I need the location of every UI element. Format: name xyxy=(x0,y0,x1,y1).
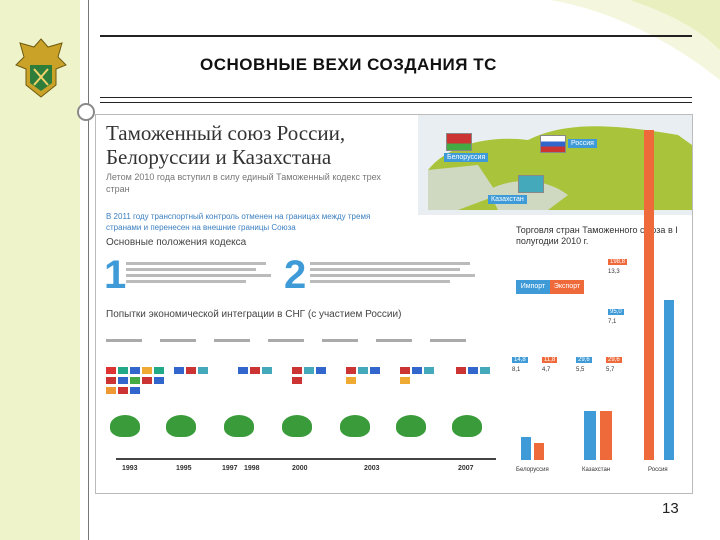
trade-chart-title: Торговля стран Таможенного союза в I пол… xyxy=(516,225,678,246)
trade-legend: Импорт Экспорт xyxy=(516,275,584,294)
russia-import-bar xyxy=(664,300,674,460)
globe-1998 xyxy=(282,415,312,437)
slide-title: ОСНОВНЫЕ ВЕХИ СОЗДАНИЯ ТС xyxy=(200,55,497,74)
timeline-axis xyxy=(116,458,496,460)
globe-2007 xyxy=(452,415,482,437)
point-1-number: 1 xyxy=(104,253,127,297)
corner-decoration xyxy=(550,0,720,80)
legend-import: Импорт xyxy=(516,280,550,294)
title-line-2: Белоруссии и Казахстана xyxy=(106,145,332,169)
point-1-text xyxy=(126,259,276,293)
kazakhstan-value: 29,6 xyxy=(606,357,622,363)
year-label: 2007 xyxy=(458,465,474,472)
russia-value: 7,1 xyxy=(608,319,617,325)
belarus-import-bar xyxy=(521,437,531,460)
section-integration-title: Попытки экономической интеграции в СНГ (… xyxy=(106,309,402,320)
kazakhstan-value: 29,6 xyxy=(576,357,592,363)
belarus-value: 11,8 xyxy=(542,357,558,363)
belarus-value: 4,7 xyxy=(542,367,551,373)
bullet-dot xyxy=(77,103,95,121)
russia-value: 95,0 xyxy=(608,309,624,315)
globe-1995 xyxy=(166,415,196,437)
customs-emblem-icon xyxy=(15,38,67,98)
map-label-kazakhstan: Казахстан xyxy=(488,195,527,204)
integration-headers xyxy=(106,339,486,351)
russia-flag-icon xyxy=(540,135,566,153)
page-number: 13 xyxy=(662,500,679,517)
country-label: Казахстан xyxy=(582,467,611,473)
globe-1993 xyxy=(110,415,140,437)
map-label-russia: Россия xyxy=(568,139,597,148)
title-underline xyxy=(100,97,692,98)
point-2-text xyxy=(310,259,480,293)
infographic-highlight: В 2011 году транспортный контроль отмене… xyxy=(106,212,371,232)
globe-1997 xyxy=(224,415,254,437)
belarus-value: 8,1 xyxy=(512,367,521,373)
kazakhstan-import-bar xyxy=(584,411,596,460)
infographic-subtitle: Летом 2010 года вступил в силу единый Та… xyxy=(106,172,381,194)
belarus-value: 14,8 xyxy=(512,357,528,363)
year-label: 1995 xyxy=(176,465,192,472)
vertical-rule xyxy=(88,0,89,540)
russia-export-bar xyxy=(644,130,654,460)
kazakhstan-export-bar xyxy=(600,411,612,460)
year-label: 2000 xyxy=(292,465,308,472)
top-rule xyxy=(100,35,692,37)
kazakhstan-value: 5,5 xyxy=(576,367,585,373)
year-label: 1997 xyxy=(222,465,238,472)
belarus-export-bar xyxy=(534,443,544,460)
point-2-number: 2 xyxy=(284,253,307,297)
belarus-flag-icon xyxy=(446,133,472,151)
year-label: 1998 xyxy=(244,465,260,472)
globe-2003 xyxy=(396,415,426,437)
year-label: 2003 xyxy=(364,465,380,472)
year-label: 1993 xyxy=(122,465,138,472)
legend-export: Экспорт xyxy=(550,280,584,294)
kazakhstan-value: 5,7 xyxy=(606,367,615,373)
title-line-1: Таможенный союз России, xyxy=(106,121,346,145)
kazakhstan-flag-icon xyxy=(518,175,544,193)
title-underline-2 xyxy=(100,102,692,103)
flags-grid xyxy=(106,367,490,394)
customs-union-infographic: Таможенный союз России, Белоруссии и Каз… xyxy=(95,114,693,494)
russia-value: 198,8 xyxy=(608,259,628,265)
country-label: Россия xyxy=(648,467,668,473)
russia-value: 13,3 xyxy=(608,269,620,275)
member-flags xyxy=(106,367,496,407)
map-label-belarus: Белоруссия xyxy=(444,153,489,162)
infographic-title: Таможенный союз России, Белоруссии и Каз… xyxy=(106,121,345,169)
country-label: Белоруссия xyxy=(516,467,549,473)
section-code-title: Основные положения кодекса xyxy=(106,237,247,248)
globe-2000 xyxy=(340,415,370,437)
